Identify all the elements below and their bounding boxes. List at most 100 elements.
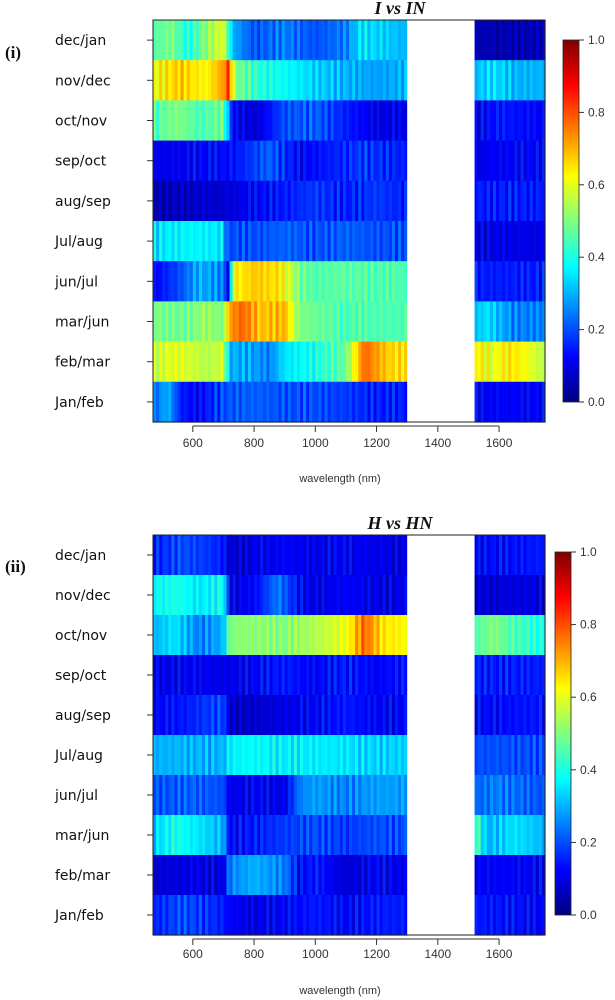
heatmap-cell bbox=[300, 575, 304, 616]
heatmap-cell bbox=[171, 775, 176, 816]
heatmap-cell bbox=[532, 535, 537, 576]
heatmap-cell bbox=[385, 615, 390, 656]
heatmap-cell bbox=[514, 100, 519, 142]
heatmap-cell bbox=[153, 655, 157, 696]
heatmap-cell bbox=[189, 261, 194, 302]
heatmap-cell bbox=[535, 341, 540, 383]
heatmap-cell bbox=[306, 775, 310, 816]
heatmap-cell bbox=[526, 895, 531, 936]
heatmap-cell bbox=[309, 381, 313, 423]
heatmap-cell bbox=[394, 60, 399, 101]
heatmap-cell bbox=[211, 301, 215, 343]
heatmap-cell bbox=[349, 20, 353, 61]
heatmap-cell bbox=[508, 655, 512, 696]
heatmap-cell bbox=[192, 20, 197, 61]
heatmap-cell bbox=[496, 815, 500, 856]
heatmap-cell bbox=[226, 20, 231, 61]
heatmap-cell bbox=[290, 60, 295, 101]
heatmap-cell bbox=[266, 655, 270, 696]
heatmap-cell bbox=[229, 895, 234, 936]
heatmap-cell bbox=[505, 341, 509, 383]
heatmap-cell bbox=[336, 735, 341, 776]
heatmap-cell bbox=[195, 655, 200, 696]
heatmap-cell bbox=[318, 735, 323, 776]
heatmap-cell bbox=[529, 815, 534, 856]
heatmap-cell bbox=[183, 140, 188, 182]
heatmap-cell bbox=[254, 535, 258, 576]
heatmap-cell bbox=[318, 301, 323, 343]
heatmap-cell bbox=[269, 695, 274, 736]
heatmap-cell bbox=[269, 655, 274, 696]
heatmap-cell bbox=[232, 301, 237, 343]
heatmap-cell bbox=[309, 655, 313, 696]
heatmap-cell bbox=[235, 535, 240, 576]
heatmap-cell bbox=[345, 615, 350, 656]
heatmap-cell bbox=[391, 20, 396, 61]
heatmap-cell bbox=[162, 60, 166, 101]
heatmap-cell bbox=[532, 261, 537, 302]
heatmap-cell bbox=[177, 20, 182, 61]
heatmap-cell bbox=[358, 381, 362, 423]
heatmap-cell bbox=[202, 695, 206, 736]
heatmap-cell bbox=[309, 535, 313, 576]
heatmap-cell bbox=[241, 815, 246, 856]
heatmap-cell bbox=[339, 895, 344, 936]
heatmap-cell bbox=[186, 535, 191, 576]
heatmap-cell bbox=[373, 140, 378, 182]
heatmap-cell bbox=[385, 20, 390, 61]
heatmap-cell bbox=[278, 341, 283, 383]
heatmap-cell bbox=[330, 575, 335, 616]
heatmap-cell bbox=[202, 735, 206, 776]
heatmap-cell bbox=[296, 180, 301, 222]
heatmap-cell bbox=[526, 180, 531, 222]
heatmap-cell bbox=[153, 221, 157, 262]
heatmap-cell bbox=[505, 655, 509, 696]
heatmap-cell bbox=[205, 20, 209, 61]
heatmap-cell bbox=[541, 695, 546, 736]
heatmap-cell bbox=[483, 895, 488, 936]
heatmap-cell bbox=[508, 381, 512, 423]
heatmap-cell bbox=[287, 855, 292, 896]
heatmap-cell bbox=[312, 655, 316, 696]
heatmap-cell bbox=[339, 261, 344, 302]
heatmap-cell bbox=[192, 140, 197, 182]
heatmap-cell bbox=[474, 261, 479, 302]
heatmap-cell bbox=[526, 655, 531, 696]
heatmap-cell bbox=[260, 855, 264, 896]
heatmap-cell bbox=[327, 60, 332, 101]
heatmap-cell bbox=[489, 341, 494, 383]
heatmap-cell bbox=[235, 775, 240, 816]
heatmap-cell bbox=[232, 381, 237, 423]
heatmap-cell bbox=[398, 20, 402, 61]
heatmap-cell bbox=[244, 100, 249, 142]
heatmap-cell bbox=[321, 180, 326, 222]
heatmap-cell bbox=[336, 575, 341, 616]
heatmap-cell bbox=[373, 815, 378, 856]
heatmap-cell bbox=[174, 735, 179, 776]
heatmap-cell bbox=[177, 695, 182, 736]
heatmap-cell bbox=[394, 301, 399, 343]
heatmap-cell bbox=[505, 20, 509, 61]
heatmap-cell bbox=[339, 695, 344, 736]
heatmap-cell bbox=[189, 140, 194, 182]
heatmap-cell bbox=[379, 100, 384, 142]
heatmap-cell bbox=[202, 261, 206, 302]
heatmap-cell bbox=[159, 575, 163, 616]
heatmap-cell bbox=[541, 615, 546, 656]
heatmap-cell bbox=[309, 140, 313, 182]
heatmap-cell bbox=[523, 855, 528, 896]
heatmap-cell bbox=[342, 615, 347, 656]
heatmap-cell bbox=[382, 180, 387, 222]
heatmap-cell bbox=[174, 655, 179, 696]
heatmap-cell bbox=[251, 855, 255, 896]
heatmap-cell bbox=[499, 301, 503, 343]
heatmap-cell bbox=[156, 100, 160, 142]
heatmap-cell bbox=[541, 221, 546, 262]
heatmap-cell bbox=[153, 615, 157, 656]
heatmap-cell bbox=[192, 695, 197, 736]
heatmap-cell bbox=[254, 140, 258, 182]
heatmap-cell bbox=[232, 140, 237, 182]
heatmap-cell bbox=[211, 60, 215, 101]
heatmap-cell bbox=[303, 180, 307, 222]
heatmap-cell bbox=[364, 655, 368, 696]
